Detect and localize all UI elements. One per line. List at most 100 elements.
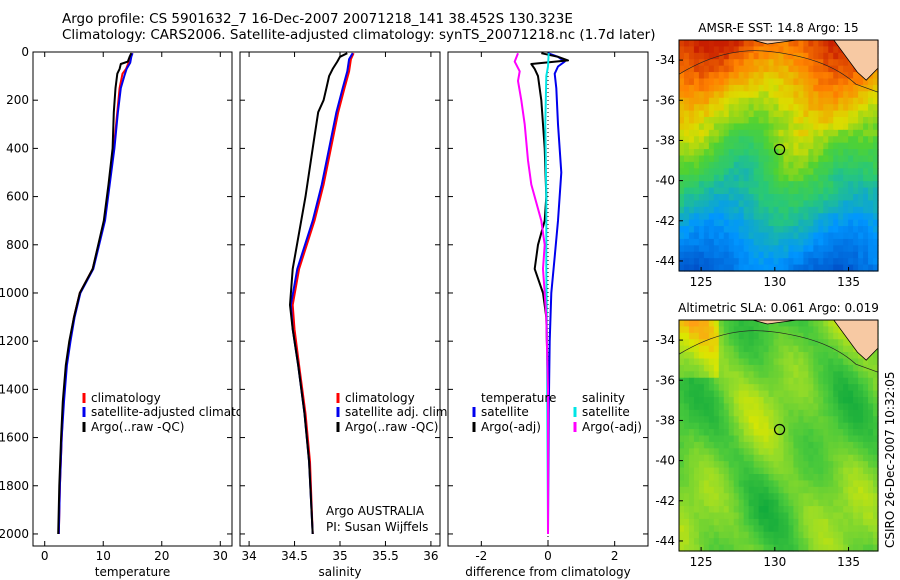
sst-map-cell [713,213,720,221]
sla-map-cell [823,377,829,385]
sst-map-cell [833,200,839,208]
sst-map-cell [778,168,785,176]
sla-map-cell [873,544,879,552]
sst-map-cell [698,155,705,163]
sst-map-cell [688,123,695,131]
sla-map-cell [793,506,799,514]
sla-map-cell [793,352,799,360]
sst-map-cell [768,78,775,86]
sst-map-cell [708,91,715,99]
sla-map-cell [758,461,765,469]
sst-map-cell [728,200,735,208]
sst-map-cell [763,104,770,112]
sst-map-cell [843,123,849,131]
sst-map-cell [858,232,864,240]
sla-map-cell [818,512,824,520]
sla-map-cell [713,512,720,520]
sst-map-cell [873,117,879,125]
sla-map-cell [733,448,740,456]
sst-map-cell [688,161,695,169]
sla-map-cell [733,422,740,430]
temperature-ytick-label: 400 [6,141,29,155]
sst-map-cell [748,142,755,150]
sla-map-cell [793,416,799,424]
sst-map-cell [723,91,730,99]
sst-map-cell [733,174,740,182]
sla-map-cell [838,493,844,501]
sst-map-cell [853,149,859,157]
sst-map-cell [848,136,854,144]
sst-map-cell [868,78,874,86]
sla-map-cell [873,397,879,405]
sst-map-cell [848,72,854,80]
sla-map-cell [843,422,849,430]
sla-map-cell [748,422,755,430]
sst-map-cell [793,238,799,246]
sla-map-cell [753,390,760,398]
sst-map-cell [818,117,824,125]
temperature-panel: 0 10 20 30020040060080010001200140016001800… [0,45,261,579]
sst-map-xtick-label: 135 [837,275,860,289]
sst-map-cell [813,168,819,176]
sla-map-cell [679,486,685,494]
sla-map-cell [838,358,844,366]
sst-map-cell [873,161,879,169]
sla-map-cell [798,403,804,411]
sst-map-cell [723,110,730,118]
sst-map-cell [818,59,824,67]
sla-map-cell [843,538,849,546]
sla-map-cell [728,345,735,353]
sst-map-cell [698,206,705,214]
sst-map-cell [679,52,685,60]
sla-map-cell [778,416,785,424]
sst-map-cell [873,213,879,221]
sla-map-cell [813,377,819,385]
sst-map-cell [708,117,715,125]
sla-map-cell [723,531,730,539]
sla-map-cell [693,441,700,449]
sst-map-cell [738,149,745,157]
sst-map-cell [679,142,685,150]
sst-map-cell [813,65,819,73]
sla-map-cell [853,499,859,507]
sla-map-cell [758,506,765,514]
sst-map-cell [868,200,874,208]
sla-map-cell [783,467,790,475]
sla-map-cell [808,448,814,456]
sst-map-cell [803,226,809,234]
sla-map-cell [803,332,809,340]
sst-map-cell [703,52,710,60]
sst-map-cell [848,213,854,221]
sla-map-cell [778,518,785,526]
sla-map-cell [818,377,824,385]
salinity-frame [239,51,441,547]
sla-map-cell [753,512,760,520]
sst-map-cell [698,110,705,118]
sla-map-cell [688,538,695,546]
sst-map-cell [718,91,725,99]
sst-map-cell [808,232,814,240]
sla-map-cell [783,326,790,334]
sst-map-cell [858,78,864,86]
sla-map-cell [803,538,809,546]
sst-map-cell [793,206,799,214]
sst-map-cell [828,97,834,105]
sst-map-cell [858,187,864,195]
sla-map-cell [713,518,720,526]
sla-map-cell [833,403,839,411]
sst-map-cell [758,161,765,169]
sst-map-cell [698,65,705,73]
sla-map-cell [743,480,750,488]
sst-map-cell [738,181,745,189]
sst-map-cell [748,97,755,105]
sla-map-cell [753,454,760,462]
sst-map-cell [679,46,685,54]
sla-map-cell [828,486,834,494]
sla-map-cell [808,339,814,347]
sla-map-cell [823,538,829,546]
sst-map-cell [768,46,775,54]
sla-map-cell [708,499,715,507]
sla-map-cell [713,525,720,533]
sla-map-cell [858,397,864,405]
sst-map-cell [818,168,824,176]
